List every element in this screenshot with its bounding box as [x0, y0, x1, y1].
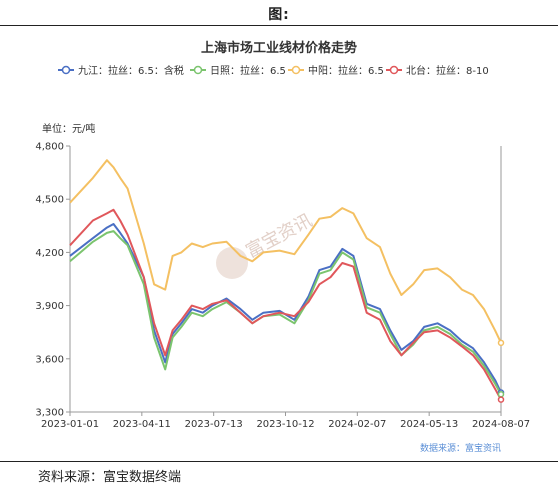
plot-area: 3,300 3,600 3,900 4,200 4,500 4,800 2023-01-01… [35, 142, 530, 431]
legend-item-jiujiang[interactable]: 九江：拉丝：6.5：含税 [58, 64, 184, 77]
x-tick-label: 2024-08-07 [472, 419, 530, 430]
chart-legend[interactable]: 九江：拉丝：6.5：含税 日照：拉丝：6.5 中阳：拉丝：6.5 北台：拉丝：8… [58, 64, 489, 77]
watermark-text: 富宝资讯 [242, 210, 315, 262]
series-line-rizhao [69, 230, 502, 395]
legend-label: 中阳：拉丝：6.5 [308, 64, 384, 77]
x-tick-label: 2024-05-13 [400, 419, 458, 430]
legend-marker-dot [291, 65, 301, 75]
y-tick-label: 3,900 [35, 301, 64, 312]
legend-marker-dot [193, 65, 203, 75]
series-line-zhongyang [69, 159, 502, 344]
chart-title: 上海市场工业线材价格走势 [201, 40, 357, 56]
y-tick-label: 4,200 [35, 248, 64, 259]
series-line-jiujiang [69, 223, 502, 393]
top-rule [0, 25, 558, 26]
series-end-point [497, 339, 505, 347]
price-chart: 上海市场工业线材价格走势 九江：拉丝：6.5：含税 日照：拉丝：6.5 中阳：拉… [35, 40, 530, 454]
series-end-point [497, 396, 505, 403]
y-tick-label: 4,500 [35, 195, 64, 206]
y-tick-label: 3,600 [35, 354, 64, 365]
legend-item-zhongyang[interactable]: 中阳：拉丝：6.5 [288, 64, 384, 77]
x-tick-label: 2023-10-12 [256, 419, 314, 430]
x-tick-label: 2023-04-11 [113, 419, 171, 430]
bottom-rule [0, 461, 558, 462]
y-axis-unit-label: 单位：元/吨 [42, 122, 95, 135]
series-end-point [497, 391, 505, 398]
series-line-beitai [69, 208, 502, 401]
legend-marker-dot [389, 65, 399, 75]
y-tick-label: 3,300 [35, 408, 64, 419]
figure-label: 图: [268, 7, 290, 23]
chart-source-note: 数据来源：富宝资讯 [420, 442, 501, 454]
legend-item-rizhao[interactable]: 日照：拉丝：6.5 [190, 64, 286, 77]
legend-label: 日照：拉丝：6.5 [210, 64, 286, 77]
y-tick-label: 4,800 [35, 142, 64, 153]
legend-marker-dot [61, 65, 71, 75]
watermark-logo [216, 247, 248, 279]
legend-label: 九江：拉丝：6.5：含税 [78, 64, 184, 77]
legend-label: 北台：拉丝：8-10 [406, 64, 489, 77]
legend-item-beitai[interactable]: 北台：拉丝：8-10 [386, 64, 489, 77]
x-tick-label: 2023-01-01 [41, 419, 99, 430]
x-tick-label: 2024-02-07 [328, 419, 386, 430]
x-tick-label: 2023-07-13 [185, 419, 243, 430]
footer-source: 资料来源：富宝数据终端 [38, 470, 182, 485]
